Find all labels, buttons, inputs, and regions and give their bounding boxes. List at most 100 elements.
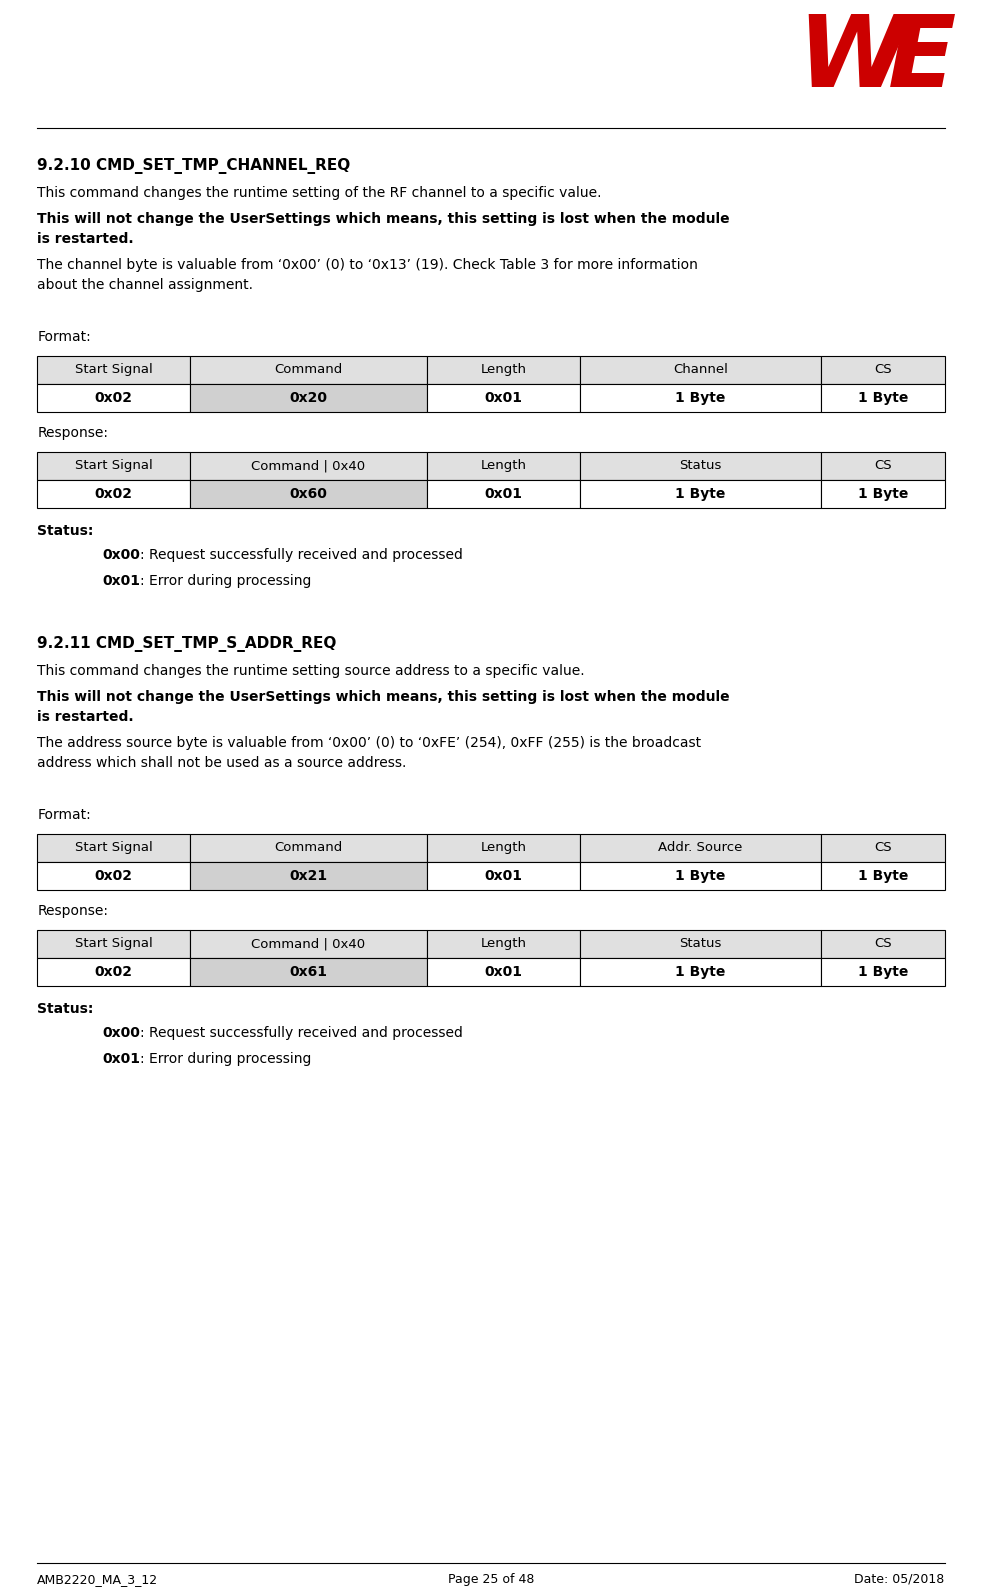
Bar (427, 480, 579, 507)
Bar (191, 834, 427, 861)
Bar (821, 480, 945, 507)
Text: 0x20: 0x20 (290, 391, 328, 405)
Bar (579, 861, 821, 890)
Text: Addr. Source: Addr. Source (658, 842, 742, 855)
Text: Command | 0x40: Command | 0x40 (251, 938, 365, 951)
Bar (821, 861, 945, 890)
Text: 1 Byte: 1 Byte (858, 965, 908, 979)
Bar (37, 384, 191, 412)
Text: Command: Command (274, 364, 343, 376)
Bar (579, 930, 821, 959)
Text: : Error during processing: : Error during processing (140, 1053, 311, 1065)
Text: 0x21: 0x21 (290, 869, 328, 884)
Bar (821, 356, 945, 384)
Text: 0x01: 0x01 (484, 869, 522, 884)
Bar (427, 930, 579, 959)
Text: Status: Status (680, 938, 722, 951)
Bar (427, 384, 579, 412)
Bar (191, 451, 427, 480)
Text: 0x00: 0x00 (102, 1026, 140, 1040)
Bar (821, 930, 945, 959)
Bar (37, 930, 191, 959)
Text: CS: CS (874, 842, 892, 855)
Text: W: W (796, 11, 907, 108)
Text: This command changes the runtime setting source address to a specific value.: This command changes the runtime setting… (37, 664, 585, 678)
Text: is restarted.: is restarted. (37, 710, 134, 724)
Bar (427, 451, 579, 480)
Bar (191, 356, 427, 384)
Text: 0x02: 0x02 (94, 391, 133, 405)
Bar (191, 480, 427, 507)
Text: 1 Byte: 1 Byte (676, 391, 726, 405)
Bar (579, 959, 821, 986)
Text: address which shall not be used as a source address.: address which shall not be used as a sou… (37, 756, 407, 770)
Text: AMB2220_MA_3_12: AMB2220_MA_3_12 (37, 1573, 158, 1585)
Text: Length: Length (480, 938, 526, 951)
Bar (427, 356, 579, 384)
Text: Start Signal: Start Signal (75, 364, 152, 376)
Text: : Error during processing: : Error during processing (140, 574, 311, 589)
Text: 1 Byte: 1 Byte (676, 869, 726, 884)
Text: Response:: Response: (37, 426, 108, 440)
Text: The address source byte is valuable from ‘0x00’ (0) to ‘0xFE’ (254), 0xFF (255) : The address source byte is valuable from… (37, 735, 701, 750)
Bar (821, 834, 945, 861)
Text: Channel: Channel (673, 364, 728, 376)
Bar (427, 959, 579, 986)
Bar (37, 959, 191, 986)
Text: This command changes the runtime setting of the RF channel to a specific value.: This command changes the runtime setting… (37, 187, 602, 199)
Bar (579, 834, 821, 861)
Bar (821, 384, 945, 412)
Text: Status:: Status: (37, 525, 93, 538)
Bar (37, 861, 191, 890)
Text: This will not change the UserSettings which means, this setting is lost when the: This will not change the UserSettings wh… (37, 691, 730, 703)
Bar (191, 930, 427, 959)
Text: Length: Length (480, 459, 526, 472)
Text: about the channel assignment.: about the channel assignment. (37, 278, 253, 292)
Bar (37, 451, 191, 480)
Text: Format:: Format: (37, 330, 91, 345)
Text: Length: Length (480, 364, 526, 376)
Text: CS: CS (874, 459, 892, 472)
Text: Start Signal: Start Signal (75, 459, 152, 472)
Text: Command | 0x40: Command | 0x40 (251, 459, 365, 472)
Text: E: E (888, 11, 956, 108)
Text: 0x02: 0x02 (94, 965, 133, 979)
Text: Start Signal: Start Signal (75, 938, 152, 951)
Bar (821, 959, 945, 986)
Text: 1 Byte: 1 Byte (858, 869, 908, 884)
Text: This will not change the UserSettings which means, this setting is lost when the: This will not change the UserSettings wh… (37, 212, 730, 226)
Text: 0x01: 0x01 (102, 1053, 140, 1065)
Text: Format:: Format: (37, 809, 91, 821)
Text: Page 25 of 48: Page 25 of 48 (448, 1573, 534, 1585)
Text: 9.2.10 CMD_SET_TMP_CHANNEL_REQ: 9.2.10 CMD_SET_TMP_CHANNEL_REQ (37, 158, 351, 174)
Bar (37, 480, 191, 507)
Text: 0x01: 0x01 (484, 965, 522, 979)
Bar (191, 384, 427, 412)
Text: 1 Byte: 1 Byte (858, 391, 908, 405)
Text: 0x00: 0x00 (102, 549, 140, 561)
Bar (191, 861, 427, 890)
Text: Status:: Status: (37, 1002, 93, 1016)
Bar (37, 356, 191, 384)
Text: CS: CS (874, 364, 892, 376)
Bar (191, 959, 427, 986)
Bar (37, 834, 191, 861)
Text: : Request successfully received and processed: : Request successfully received and proc… (140, 1026, 464, 1040)
Text: 0x01: 0x01 (484, 391, 522, 405)
Text: 0x60: 0x60 (290, 486, 327, 501)
Text: : Request successfully received and processed: : Request successfully received and proc… (140, 549, 464, 561)
Text: Length: Length (480, 842, 526, 855)
Text: 0x01: 0x01 (484, 486, 522, 501)
Bar (579, 451, 821, 480)
Text: Status: Status (680, 459, 722, 472)
Text: 0x01: 0x01 (102, 574, 140, 589)
Text: 0x02: 0x02 (94, 869, 133, 884)
Bar (427, 861, 579, 890)
Bar (579, 480, 821, 507)
Bar (579, 356, 821, 384)
Text: 1 Byte: 1 Byte (676, 965, 726, 979)
Text: 0x02: 0x02 (94, 486, 133, 501)
Text: Date: 05/2018: Date: 05/2018 (854, 1573, 945, 1585)
Bar (579, 384, 821, 412)
Bar (821, 451, 945, 480)
